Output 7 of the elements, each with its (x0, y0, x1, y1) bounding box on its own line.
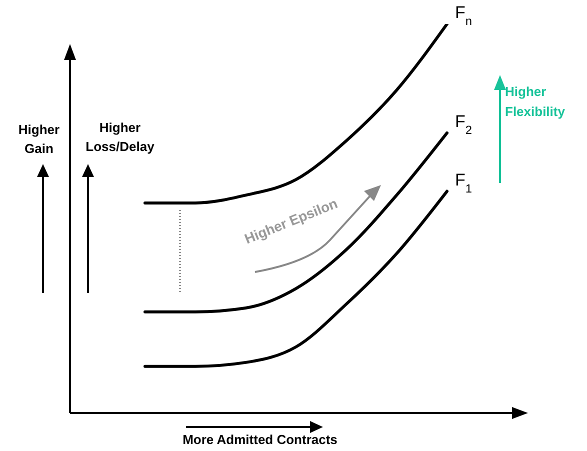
series-label: F$_{n}$ (455, 3, 472, 28)
text: Higher Gain (17, 121, 61, 158)
annotation: Higher Loss/Delay (84, 119, 156, 156)
text: Higher Flexibility (505, 83, 566, 121)
x-axis-title: More Admitted Contracts (182, 432, 338, 447)
series-label: F$_{1}$ (455, 170, 472, 196)
series-label: F$_{2}$ (455, 112, 472, 137)
